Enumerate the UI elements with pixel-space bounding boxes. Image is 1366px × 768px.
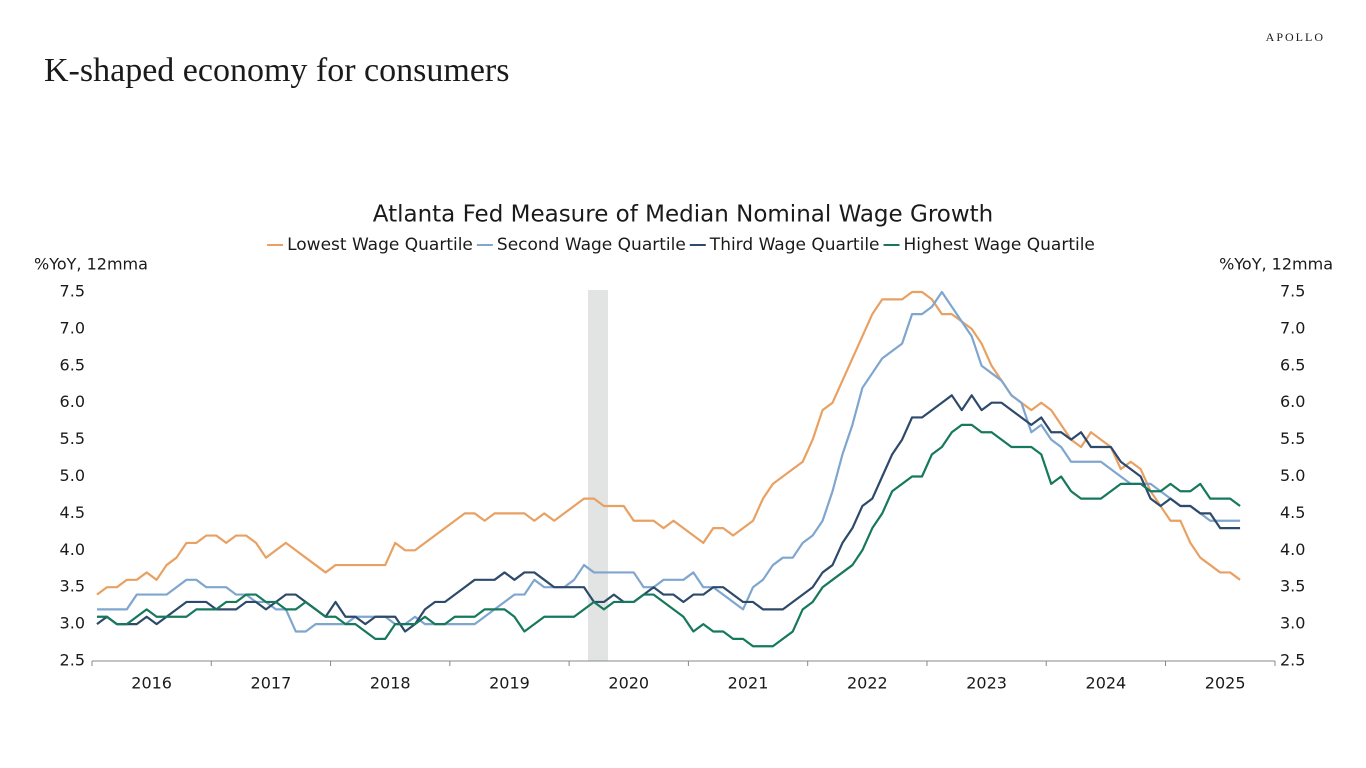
x-tick-label: 2025 xyxy=(1205,674,1246,693)
series-line xyxy=(96,290,1241,633)
y2-tick-label: 4.5 xyxy=(1280,503,1305,522)
legend-item: Highest Wage Quartile xyxy=(883,235,1095,255)
x-tick-label: 2024 xyxy=(1086,674,1127,693)
x-tick-label: 2017 xyxy=(251,674,292,693)
y-axis-label: %YoY, 12mma xyxy=(34,255,148,274)
y2-tick-label: 3.5 xyxy=(1280,577,1305,596)
chart-title: Atlanta Fed Measure of Median Nominal Wa… xyxy=(373,202,994,228)
y-tick-label: 7.5 xyxy=(60,282,85,301)
y2-tick-label: 5.0 xyxy=(1280,466,1305,485)
y-tick-label: 4.5 xyxy=(60,503,85,522)
y-tick-label: 5.0 xyxy=(60,466,85,485)
y2-axis-label: %YoY, 12mma xyxy=(1219,255,1333,274)
y-tick-label: 4.0 xyxy=(60,540,85,559)
y-tick-label: 7.0 xyxy=(60,318,85,337)
page-title: K-shaped economy for consumers xyxy=(44,52,509,89)
y2-tick-label: 5.5 xyxy=(1280,429,1305,448)
legend: Lowest Wage Quartile Second Wage Quartile… xyxy=(267,235,1095,255)
y-tick-label: 5.5 xyxy=(60,429,85,448)
y2-tick-label: 4.0 xyxy=(1280,540,1305,559)
x-tick-label: 2016 xyxy=(131,674,172,693)
y-tick-label: 3.5 xyxy=(60,577,85,596)
y-tick-label: 6.5 xyxy=(60,355,85,374)
y2-tick-label: 7.0 xyxy=(1280,318,1305,337)
series-line xyxy=(96,394,1241,633)
y2-tick-label: 2.5 xyxy=(1280,651,1305,670)
y-tick-label: 3.0 xyxy=(60,614,85,633)
legend-label: Highest Wage Quartile xyxy=(904,235,1095,255)
legend-label: Third Wage Quartile xyxy=(709,235,880,255)
x-tick-label: 2022 xyxy=(847,674,888,693)
series-line xyxy=(96,423,1241,648)
recession-shading xyxy=(588,290,608,661)
legend-label: Second Wage Quartile xyxy=(497,235,686,255)
legend-item: Third Wage Quartile xyxy=(689,235,880,255)
legend-label: Lowest Wage Quartile xyxy=(287,235,473,255)
y2-tick-label: 6.0 xyxy=(1280,392,1305,411)
x-tick-label: 2018 xyxy=(370,674,411,693)
legend-item: Second Wage Quartile xyxy=(476,235,686,255)
series-line xyxy=(96,290,1241,596)
brand-logo: APOLLO xyxy=(1266,30,1325,44)
x-tick-label: 2023 xyxy=(966,674,1007,693)
x-tick-label: 2021 xyxy=(728,674,769,693)
y-tick-label: 2.5 xyxy=(60,651,85,670)
x-tick-label: 2019 xyxy=(489,674,530,693)
legend-item: Lowest Wage Quartile xyxy=(267,235,473,255)
y2-tick-label: 7.5 xyxy=(1280,282,1305,301)
y2-tick-label: 3.0 xyxy=(1280,614,1305,633)
x-tick-label: 2020 xyxy=(608,674,649,693)
y2-tick-label: 6.5 xyxy=(1280,355,1305,374)
y-tick-label: 6.0 xyxy=(60,392,85,411)
